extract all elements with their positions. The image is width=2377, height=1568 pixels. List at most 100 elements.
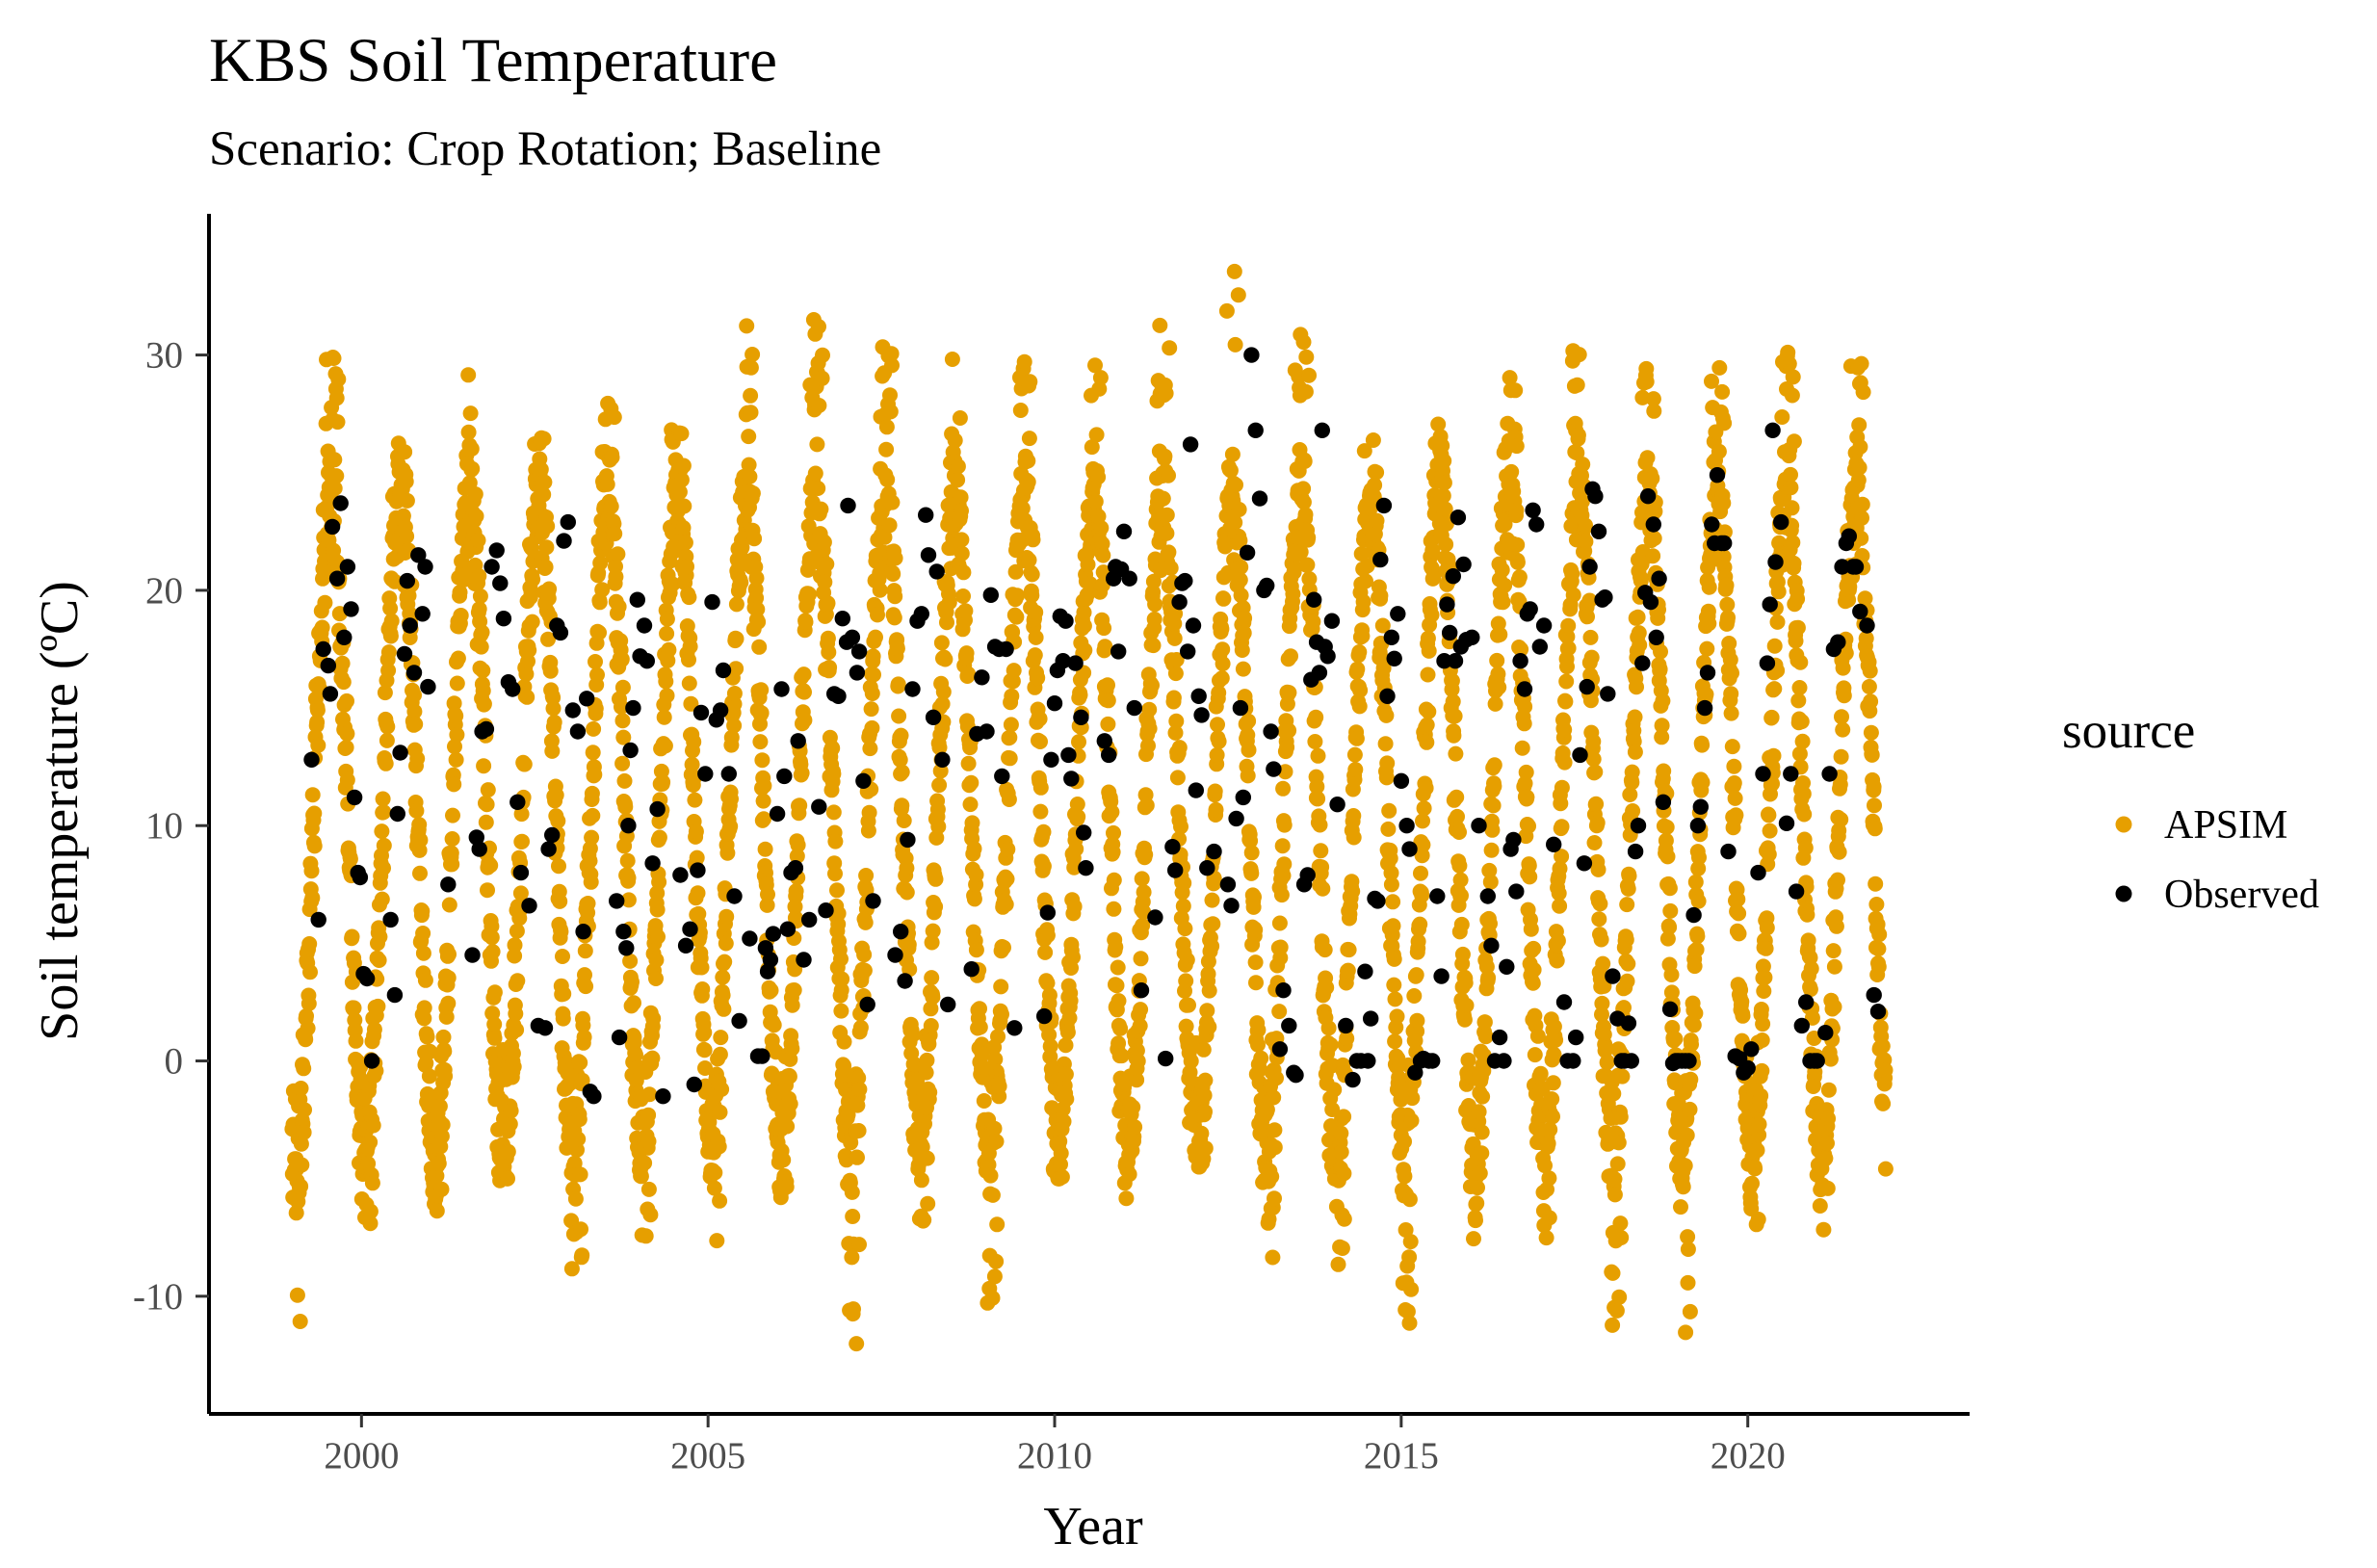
observed-point: [1039, 904, 1057, 921]
apsim-point: [1434, 437, 1450, 454]
apsim-point: [592, 555, 609, 571]
observed-point: [974, 669, 990, 686]
observed-point: [343, 601, 359, 617]
apsim-point: [435, 1029, 452, 1045]
apsim-point: [650, 928, 666, 945]
observed-point: [1190, 688, 1207, 704]
apsim-point: [1336, 1165, 1352, 1182]
apsim-point: [509, 1022, 525, 1038]
observed-point: [1565, 1053, 1581, 1069]
observed-point: [1522, 601, 1538, 617]
apsim-point: [1661, 919, 1678, 935]
apsim-point: [996, 939, 1011, 955]
apsim-point: [1076, 604, 1092, 620]
apsim-point: [1415, 837, 1431, 853]
apsim-point: [1208, 801, 1224, 818]
apsim-point: [306, 838, 323, 854]
observed-point: [1167, 862, 1184, 878]
apsim-point: [829, 882, 845, 899]
apsim-point: [1072, 687, 1088, 703]
apsim-point: [681, 589, 697, 606]
observed-point: [1345, 1071, 1361, 1088]
apsim-point: [1786, 433, 1802, 450]
apsim-point: [1548, 1032, 1564, 1048]
apsim-point: [1326, 1082, 1343, 1098]
observed-point: [1535, 617, 1553, 634]
apsim-point: [616, 772, 633, 789]
apsim-point: [1028, 629, 1044, 645]
observed-point: [1587, 488, 1604, 505]
observed-point: [776, 768, 793, 785]
apsim-point: [1683, 1071, 1699, 1087]
apsim-point: [1386, 951, 1402, 967]
apsim-point: [661, 641, 677, 658]
apsim-point: [1582, 629, 1599, 645]
apsim-point: [1133, 1002, 1149, 1018]
apsim-point: [1833, 811, 1849, 827]
apsim-point: [1243, 845, 1260, 861]
apsim-point: [463, 441, 480, 457]
apsim-point: [1071, 734, 1086, 750]
apsim-point: [989, 1216, 1006, 1233]
observed-point: [1759, 655, 1776, 671]
apsim-point: [1868, 875, 1884, 892]
apsim-point: [1266, 1089, 1282, 1106]
apsim-point: [1333, 1125, 1349, 1141]
apsim-point: [416, 1000, 432, 1016]
apsim-point: [694, 981, 711, 997]
apsim-point: [1272, 939, 1289, 955]
apsim-point: [1820, 1082, 1837, 1098]
apsim-point: [1283, 648, 1298, 665]
apsim-point: [300, 1020, 316, 1036]
apsim-point: [296, 1060, 312, 1077]
apsim-point: [1853, 530, 1869, 546]
y-axis-label: Soil temperature (ºC): [30, 581, 90, 1041]
observed-point: [1115, 523, 1133, 539]
apsim-point: [608, 568, 624, 585]
apsim-point: [1061, 1010, 1078, 1026]
apsim-point: [1066, 899, 1083, 915]
apsim-point: [1022, 374, 1038, 390]
apsim-point: [398, 474, 414, 489]
apsim-point: [293, 1178, 309, 1194]
observed-point: [1177, 572, 1193, 589]
apsim-point: [1176, 875, 1192, 891]
apsim-point: [380, 663, 397, 679]
apsim-point: [1380, 821, 1397, 837]
apsim-point: [1554, 819, 1570, 835]
apsim-point: [924, 934, 940, 951]
observed-point: [796, 952, 812, 968]
apsim-point: [1214, 621, 1230, 637]
apsim-point: [607, 526, 623, 542]
apsim-point: [1129, 1072, 1145, 1088]
observed-point: [471, 841, 487, 857]
apsim-point: [1207, 783, 1223, 799]
apsim-point: [1204, 938, 1220, 954]
apsim-point: [606, 409, 622, 426]
apsim-point: [1286, 564, 1302, 580]
apsim-point: [462, 405, 479, 422]
apsim-point: [436, 1043, 453, 1059]
apsim-point: [1167, 666, 1184, 682]
apsim-point: [827, 833, 844, 849]
apsim-point: [931, 740, 948, 756]
apsim-point: [756, 811, 771, 827]
apsim-point: [317, 594, 333, 611]
apsim-point: [1403, 1112, 1420, 1129]
apsim-point: [1090, 469, 1107, 485]
apsim-point: [1766, 638, 1783, 654]
x-axis-ticks: 2000 2005 2010 2015 2020: [324, 1414, 1786, 1477]
observed-point: [963, 961, 980, 978]
y-tick-label: 10: [145, 805, 183, 847]
apsim-point: [923, 1001, 939, 1017]
observed-point: [934, 751, 951, 768]
apsim-point: [906, 1057, 923, 1073]
apsim-point: [741, 457, 757, 473]
apsim-point: [1850, 472, 1867, 488]
observed-points-layer: [303, 347, 1887, 1105]
apsim-point: [1374, 617, 1391, 634]
apsim-point: [856, 947, 873, 963]
apsim-point: [1183, 1053, 1199, 1069]
apsim-point: [1002, 750, 1018, 767]
apsim-point: [1497, 577, 1513, 593]
